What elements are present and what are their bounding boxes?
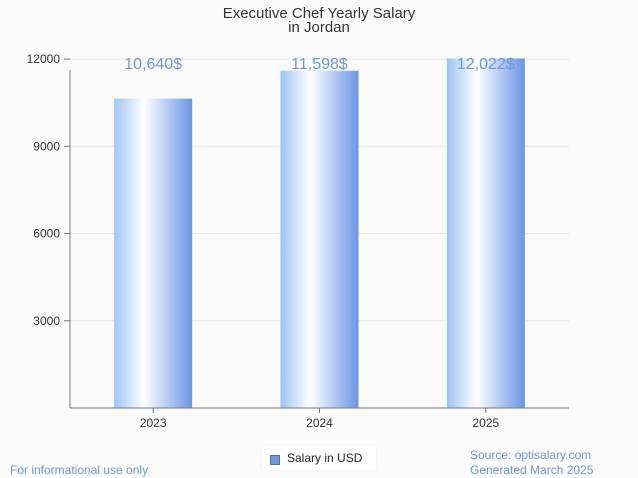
y-tick-label: 9000 bbox=[33, 139, 60, 153]
bar-2023[interactable] bbox=[114, 98, 193, 409]
bars bbox=[114, 58, 525, 409]
chart-title: Executive Chef Yearly Salary bbox=[223, 5, 416, 22]
x-tick-labels: 2023 2024 2025 bbox=[140, 408, 500, 430]
x-tick-label: 2025 bbox=[472, 416, 499, 430]
y-tick-label: 6000 bbox=[33, 227, 60, 241]
chart-subtitle: in Jordan bbox=[288, 19, 350, 36]
bar-2025[interactable] bbox=[446, 58, 525, 409]
info-note: For informational use only bbox=[10, 463, 149, 477]
y-tick-labels: 3000 6000 9000 12000 bbox=[27, 52, 70, 328]
data-label: 12,022$ bbox=[457, 56, 515, 73]
legend-label: Salary in USD bbox=[287, 451, 363, 465]
legend[interactable]: Salary in USD bbox=[262, 446, 376, 470]
source-note: Source: optisalary.com bbox=[470, 448, 592, 462]
x-tick-label: 2024 bbox=[306, 416, 333, 430]
data-label: 10,640$ bbox=[124, 56, 182, 73]
y-tick-label: 3000 bbox=[33, 314, 60, 328]
y-tick-label: 12000 bbox=[27, 52, 61, 66]
data-labels: 10,640$ 11,598$ 12,022$ bbox=[124, 56, 515, 73]
legend-swatch bbox=[270, 455, 280, 465]
bar-2024[interactable] bbox=[280, 70, 359, 409]
x-tick-label: 2023 bbox=[140, 416, 167, 430]
generated-note: Generated March 2025 bbox=[470, 463, 594, 477]
data-label: 11,598$ bbox=[291, 56, 348, 73]
